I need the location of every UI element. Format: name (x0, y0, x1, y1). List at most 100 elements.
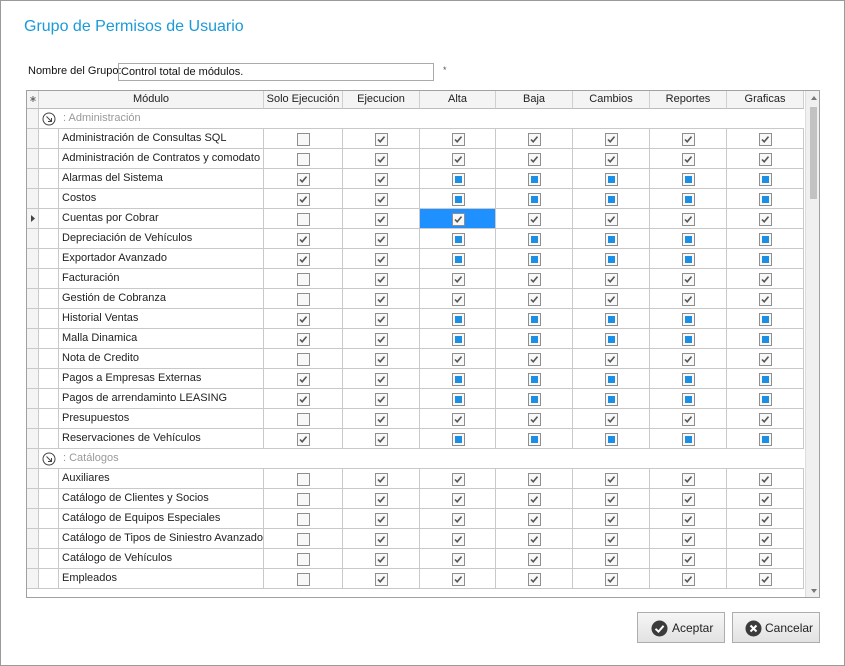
permission-checkbox[interactable] (343, 389, 420, 409)
permission-checkbox[interactable] (650, 329, 727, 349)
permission-checkbox[interactable] (727, 369, 804, 389)
permission-checkbox[interactable] (727, 169, 804, 189)
permission-checkbox[interactable] (343, 529, 420, 549)
permission-checkbox[interactable] (650, 429, 727, 449)
permission-checkbox[interactable] (343, 469, 420, 489)
permission-checkbox[interactable] (420, 289, 496, 309)
permission-checkbox[interactable] (496, 489, 573, 509)
permission-checkbox[interactable] (650, 249, 727, 269)
permission-checkbox[interactable] (420, 129, 496, 149)
permission-checkbox[interactable] (343, 329, 420, 349)
permission-checkbox[interactable] (496, 129, 573, 149)
permission-checkbox[interactable] (573, 409, 650, 429)
permission-checkbox[interactable] (420, 369, 496, 389)
permission-checkbox[interactable] (650, 289, 727, 309)
permission-checkbox[interactable] (727, 349, 804, 369)
permission-checkbox[interactable] (343, 229, 420, 249)
permission-checkbox[interactable] (496, 389, 573, 409)
permission-checkbox[interactable] (727, 209, 804, 229)
permission-checkbox[interactable] (264, 209, 343, 229)
permission-checkbox[interactable] (264, 549, 343, 569)
permission-checkbox[interactable] (727, 489, 804, 509)
permission-checkbox[interactable] (420, 249, 496, 269)
permission-checkbox[interactable] (343, 249, 420, 269)
permission-checkbox[interactable] (727, 549, 804, 569)
permission-checkbox[interactable] (727, 509, 804, 529)
permission-checkbox[interactable] (420, 229, 496, 249)
permission-checkbox[interactable] (264, 289, 343, 309)
permission-checkbox[interactable] (650, 349, 727, 369)
permission-checkbox[interactable] (573, 489, 650, 509)
permission-checkbox[interactable] (650, 309, 727, 329)
permission-checkbox[interactable] (650, 189, 727, 209)
permission-checkbox[interactable] (420, 309, 496, 329)
permission-checkbox[interactable] (420, 529, 496, 549)
permission-checkbox[interactable] (727, 529, 804, 549)
permission-checkbox[interactable] (496, 409, 573, 429)
permission-checkbox[interactable] (650, 529, 727, 549)
permission-checkbox[interactable] (343, 149, 420, 169)
permission-checkbox[interactable] (573, 249, 650, 269)
permission-checkbox[interactable] (650, 489, 727, 509)
permission-checkbox[interactable] (727, 569, 804, 589)
permission-checkbox[interactable] (264, 369, 343, 389)
permission-checkbox[interactable] (264, 529, 343, 549)
permission-checkbox[interactable] (496, 369, 573, 389)
permission-checkbox[interactable] (727, 389, 804, 409)
permission-checkbox[interactable] (727, 229, 804, 249)
permission-checkbox[interactable] (573, 209, 650, 229)
permission-checkbox[interactable] (420, 549, 496, 569)
permission-checkbox[interactable] (573, 189, 650, 209)
cancel-button[interactable]: Cancelar (732, 612, 820, 643)
permission-checkbox[interactable] (496, 469, 573, 489)
permission-checkbox[interactable] (264, 309, 343, 329)
accept-button[interactable]: Aceptar (637, 612, 725, 643)
permission-checkbox[interactable] (573, 169, 650, 189)
permission-checkbox[interactable] (573, 269, 650, 289)
permission-checkbox[interactable] (420, 189, 496, 209)
permission-checkbox[interactable] (496, 529, 573, 549)
permission-checkbox[interactable] (496, 349, 573, 369)
permission-checkbox[interactable] (343, 549, 420, 569)
permission-checkbox[interactable] (573, 349, 650, 369)
permission-checkbox[interactable] (343, 569, 420, 589)
permission-checkbox[interactable] (264, 329, 343, 349)
permission-checkbox[interactable] (573, 369, 650, 389)
permission-checkbox[interactable] (650, 469, 727, 489)
permission-checkbox[interactable] (264, 389, 343, 409)
permission-checkbox[interactable] (727, 329, 804, 349)
permission-checkbox[interactable] (420, 209, 496, 229)
permission-checkbox[interactable] (727, 269, 804, 289)
permission-checkbox[interactable] (573, 549, 650, 569)
permission-checkbox[interactable] (420, 269, 496, 289)
permission-checkbox[interactable] (727, 249, 804, 269)
permission-checkbox[interactable] (650, 549, 727, 569)
permission-checkbox[interactable] (264, 269, 343, 289)
permission-checkbox[interactable] (343, 369, 420, 389)
permission-checkbox[interactable] (343, 509, 420, 529)
permission-checkbox[interactable] (343, 209, 420, 229)
permission-checkbox[interactable] (573, 569, 650, 589)
permission-checkbox[interactable] (573, 509, 650, 529)
permission-checkbox[interactable] (650, 149, 727, 169)
permission-checkbox[interactable] (727, 309, 804, 329)
permission-checkbox[interactable] (264, 469, 343, 489)
permission-checkbox[interactable] (727, 469, 804, 489)
permission-checkbox[interactable] (420, 389, 496, 409)
permission-checkbox[interactable] (343, 349, 420, 369)
permission-checkbox[interactable] (496, 149, 573, 169)
group-expander[interactable] (42, 452, 56, 466)
permission-checkbox[interactable] (264, 569, 343, 589)
permission-checkbox[interactable] (420, 509, 496, 529)
permission-checkbox[interactable] (420, 409, 496, 429)
permission-checkbox[interactable] (650, 569, 727, 589)
permission-checkbox[interactable] (650, 209, 727, 229)
permission-checkbox[interactable] (573, 149, 650, 169)
permission-checkbox[interactable] (496, 289, 573, 309)
permission-checkbox[interactable] (650, 169, 727, 189)
permission-checkbox[interactable] (650, 409, 727, 429)
permission-checkbox[interactable] (727, 189, 804, 209)
permission-checkbox[interactable] (727, 149, 804, 169)
permission-checkbox[interactable] (573, 429, 650, 449)
permission-checkbox[interactable] (650, 389, 727, 409)
